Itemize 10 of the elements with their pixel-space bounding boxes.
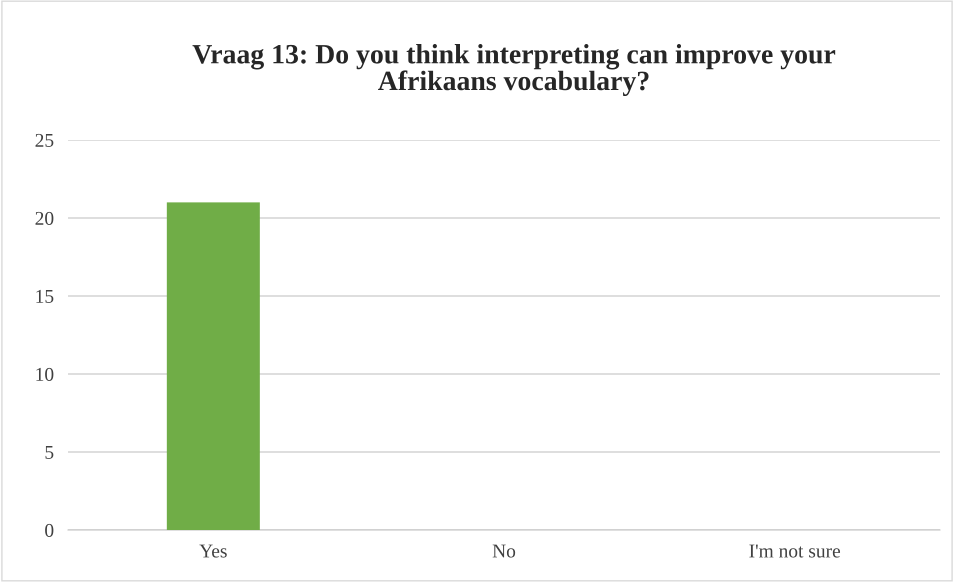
x-tick-label: No xyxy=(492,544,516,558)
chart-title: Vraag 13: Do you think interpreting can improve your Afrikaans vocabulary? xyxy=(192,44,836,96)
x-tick-label: Yes xyxy=(199,544,227,558)
y-tick-label: 10 xyxy=(36,368,54,381)
y-tick-label: 0 xyxy=(45,524,54,537)
y-tick-label: 5 xyxy=(46,446,54,459)
y-tick-label: 15 xyxy=(36,290,54,303)
y-tick-label: 20 xyxy=(36,212,54,225)
y-tick-label: 25 xyxy=(36,134,54,147)
x-tick-label: I'm not sure xyxy=(749,544,840,558)
